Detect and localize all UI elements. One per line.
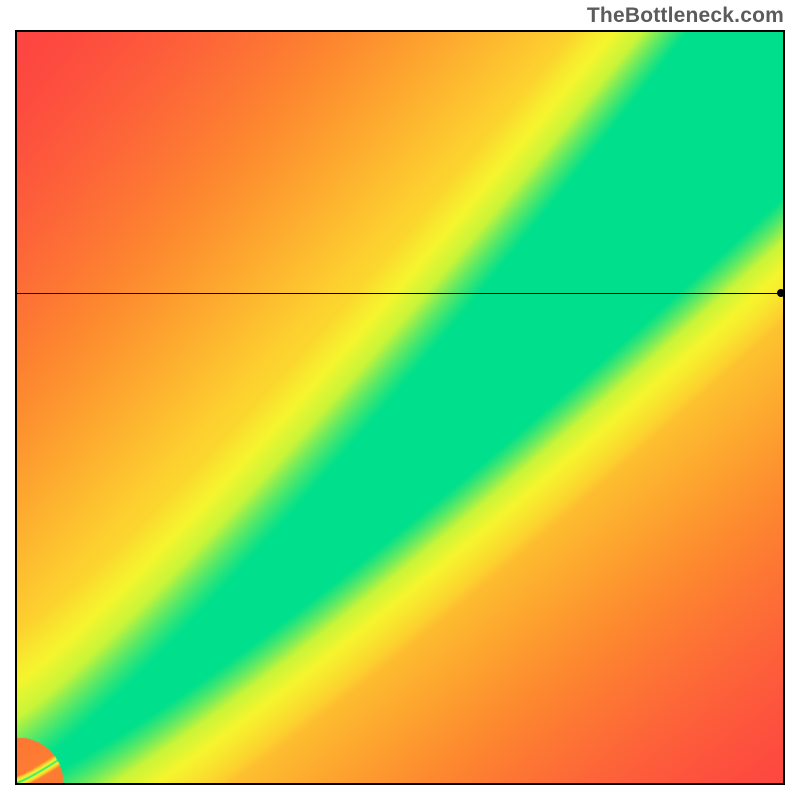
watermark-label: TheBottleneck.com (587, 4, 784, 28)
heatmap-canvas (17, 32, 783, 783)
heatmap-plot (15, 30, 785, 785)
horizontal-reference-line (17, 293, 783, 294)
reference-marker-point (777, 289, 785, 297)
